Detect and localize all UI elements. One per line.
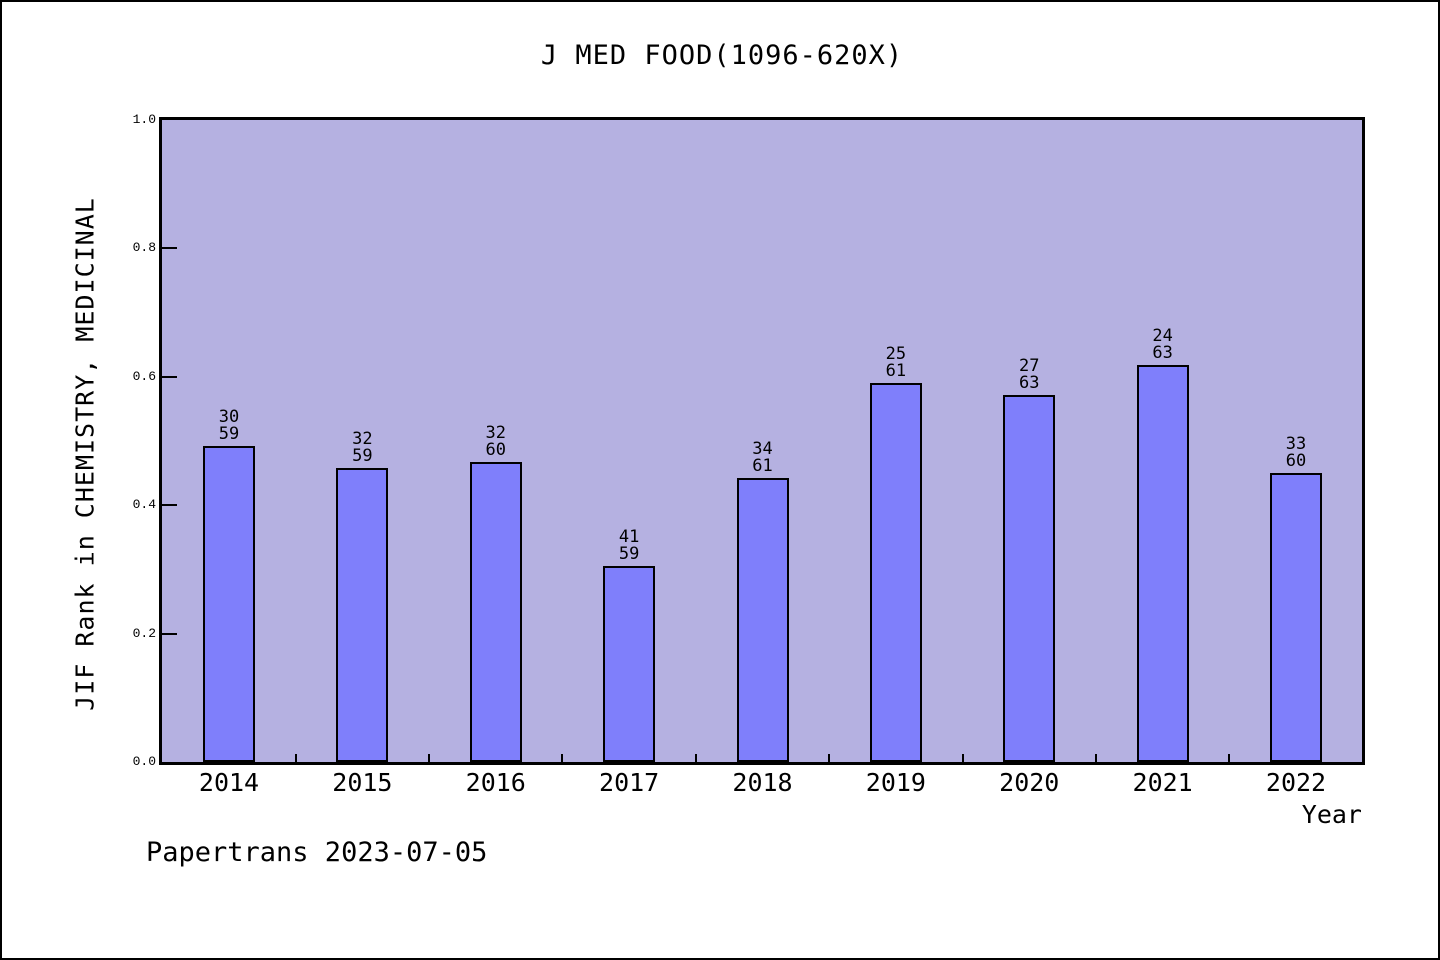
y-axis-tick [162,632,177,635]
x-axis-tick-label: 2022 [1265,768,1327,797]
bar-value-label: 27 63 [989,358,1069,392]
bar-total-value: 63 [1019,373,1040,393]
bar-value-label: 24 63 [1123,328,1203,362]
x-axis-tick-label: 2019 [865,768,926,797]
chart-title: J MED FOOD(1096-620X) [540,40,904,71]
x-axis-tick-label: 2021 [1132,768,1193,797]
bar-total-value: 61 [752,456,773,476]
x-axis-tick-label: 2020 [999,768,1060,797]
x-axis-minor-tick [561,754,564,762]
bar-2019 [869,383,922,762]
bar-value-label: 30 59 [189,409,269,443]
bar-value-label: 25 61 [856,346,936,380]
bar-2020 [1003,395,1056,762]
bar-total-value: 60 [485,440,506,460]
bar-rank-value: 25 [885,344,907,364]
bar-value-label: 34 61 [723,441,803,475]
bar-rank-value: 34 [752,439,773,459]
y-axis-tick-label: 0.6 [132,368,156,384]
x-axis-minor-tick [694,754,697,762]
x-axis-minor-tick [294,754,297,762]
x-axis-tick-label: 2014 [198,768,260,797]
bar-2015 [336,468,389,762]
bar-2021 [1136,365,1189,762]
bar-total-value: 63 [1152,343,1173,363]
x-axis-tick-label: 2018 [732,768,793,797]
y-axis-tick-label: 0.4 [132,497,156,513]
bar-2014 [203,446,255,762]
x-axis-minor-tick [1094,754,1097,762]
y-axis-tick [162,247,177,250]
bar-rank-value: 27 [1019,356,1040,376]
footer-text: Papertrans 2023-07-05 [146,837,488,868]
bar-rank-value: 32 [485,423,506,443]
plot-area: 30 59 32 59 32 60 41 59 34 61 25 61 27 63 24 63 33 60 [159,117,1365,765]
bar-value-label: 41 59 [589,529,669,563]
bar-value-label: 32 59 [322,431,402,465]
y-axis-tick [162,504,177,507]
bar-rank-value: 32 [352,429,373,449]
bar-total-value: 59 [618,544,640,564]
x-axis-minor-tick [961,754,964,762]
x-axis-minor-tick [428,754,431,762]
x-axis-tick-label: 2016 [465,768,526,797]
y-axis-tick-label: 0.2 [132,625,156,641]
y-axis-label: JIF Rank in CHEMISTRY, MEDICINAL [70,197,100,711]
bar-2016 [469,462,522,762]
bar-2018 [736,478,789,762]
bar-2017 [603,566,656,762]
y-axis-tick-label: 0.0 [132,754,156,769]
bar-rank-value: 33 [1285,434,1307,454]
bar-rank-value: 24 [1152,326,1173,346]
x-axis-tick-label: 2017 [599,768,660,797]
y-axis-tick-label: 0.8 [132,240,156,256]
bar-value-label: 32 60 [456,425,536,459]
bar-total-value: 59 [218,424,240,444]
y-axis-tick [162,375,177,378]
x-axis-label: Year [1301,800,1362,829]
x-axis-minor-tick [828,754,831,762]
bar-total-value: 59 [352,446,373,466]
x-axis-minor-tick [1228,754,1231,762]
x-axis-tick-label: 2015 [332,768,393,797]
bar-rank-value: 41 [618,527,640,547]
bar-total-value: 61 [885,361,907,381]
bar-value-label: 33 60 [1256,436,1336,470]
y-axis-tick-label: 1.0 [132,112,156,127]
bar-2022 [1270,473,1322,762]
bar-rank-value: 30 [218,407,240,427]
bar-total-value: 60 [1285,451,1307,471]
